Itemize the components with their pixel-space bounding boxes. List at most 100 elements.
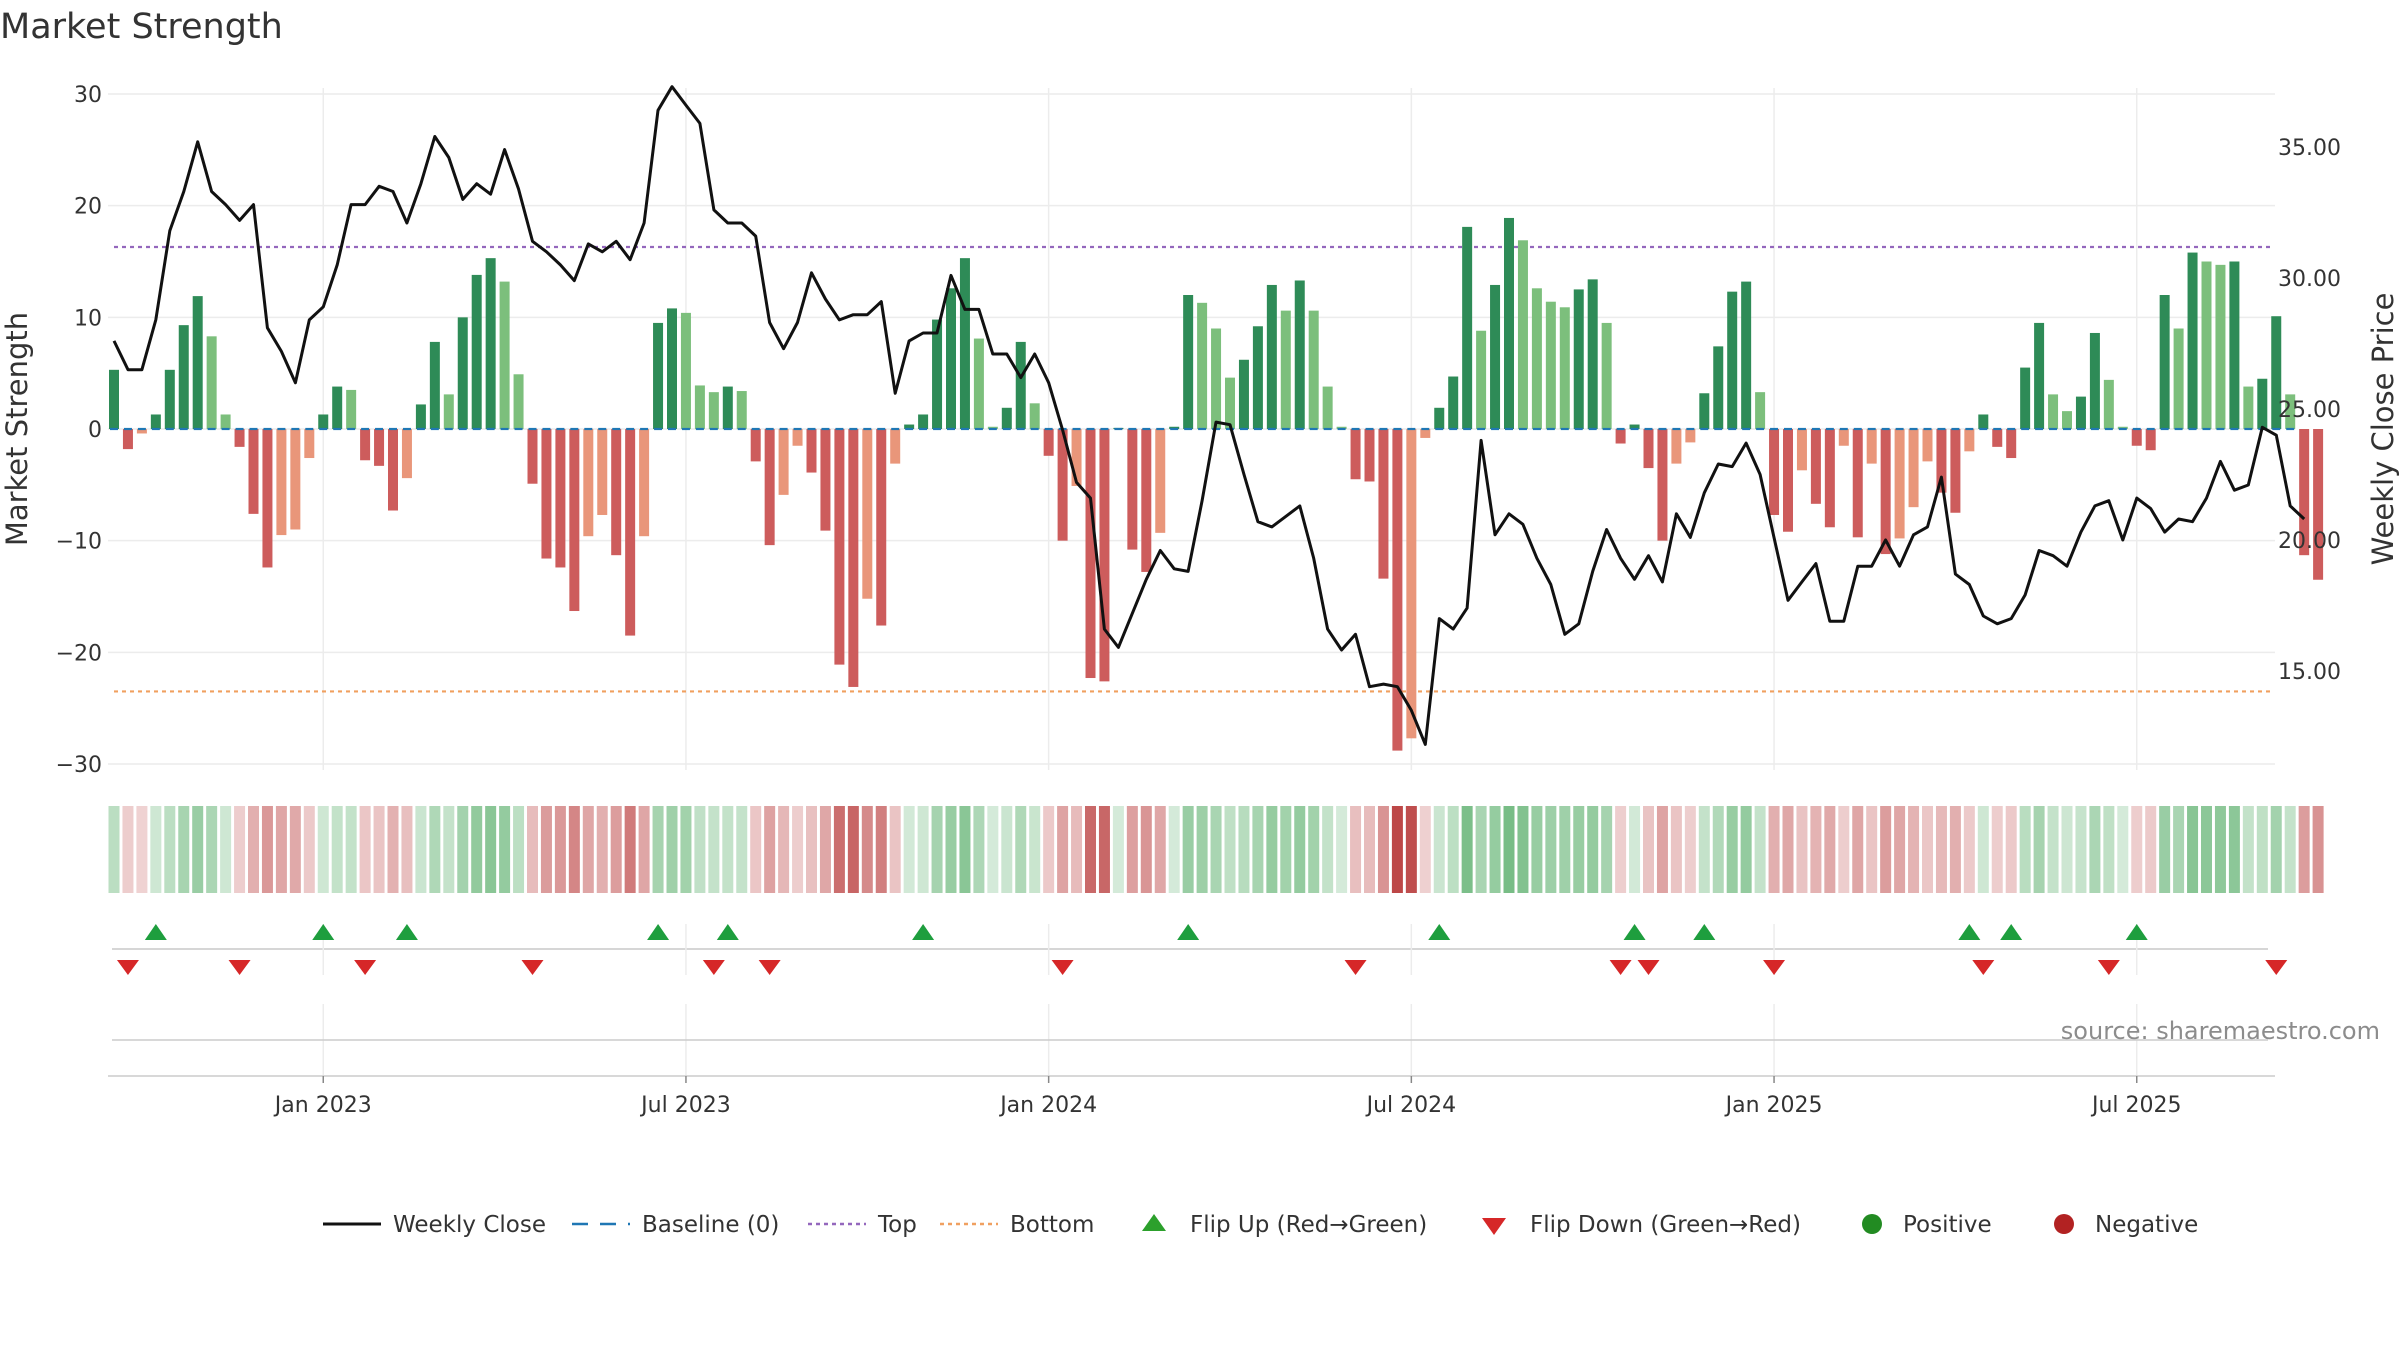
strength-bar bbox=[1434, 407, 1445, 429]
heat-cell bbox=[2242, 806, 2254, 893]
strength-bar bbox=[750, 429, 761, 462]
legend-label: Baseline (0) bbox=[642, 1212, 779, 1238]
price-line-layer bbox=[112, 85, 2306, 746]
heat-cell bbox=[2033, 806, 2045, 893]
heat-cell bbox=[973, 806, 985, 893]
flip-down-marker bbox=[1051, 960, 1074, 975]
strength-bar bbox=[304, 429, 315, 459]
heat-cell bbox=[708, 806, 720, 893]
strength-bar bbox=[2117, 426, 2128, 429]
strength-bar bbox=[848, 429, 859, 687]
heat-cell bbox=[2173, 806, 2185, 893]
heat-cell bbox=[387, 806, 399, 893]
heat-cell bbox=[499, 806, 511, 893]
strength-bar bbox=[959, 258, 970, 429]
heat-cell bbox=[1503, 806, 1515, 893]
heat-cell bbox=[513, 806, 525, 893]
heat-cell bbox=[527, 806, 538, 893]
heat-cell bbox=[1866, 806, 1878, 893]
strength-bar bbox=[1462, 226, 1473, 429]
heat-cell bbox=[345, 806, 357, 893]
heat-cell bbox=[1238, 806, 1250, 893]
strength-bar bbox=[597, 429, 608, 515]
strength-bar bbox=[1029, 403, 1040, 429]
strength-bar bbox=[1155, 429, 1166, 533]
strength-bar bbox=[1713, 346, 1724, 429]
weekly-close-line bbox=[112, 85, 2306, 746]
heat-cell bbox=[1740, 806, 1752, 893]
strength-bar bbox=[1197, 302, 1208, 429]
heat-cell bbox=[1043, 806, 1055, 893]
strength-bar bbox=[736, 391, 747, 429]
strength-bar bbox=[1978, 414, 1989, 429]
heat-cell bbox=[917, 806, 929, 893]
strength-bar bbox=[904, 424, 915, 429]
heat-cell bbox=[1252, 806, 1264, 893]
strength-bar bbox=[2034, 322, 2045, 429]
strength-bar bbox=[1071, 429, 1082, 486]
strength-bar bbox=[1796, 429, 1807, 471]
flip-up-marker bbox=[1623, 924, 1646, 940]
heat-cell bbox=[150, 806, 162, 893]
strength-bar bbox=[1629, 424, 1640, 429]
heat-cell bbox=[582, 806, 594, 893]
heat-cell bbox=[1098, 806, 1110, 893]
strength-bar bbox=[1545, 301, 1556, 429]
strength-bar bbox=[1727, 291, 1738, 429]
strength-bar bbox=[1336, 426, 1347, 429]
strength-bar bbox=[2313, 429, 2324, 580]
flip-down-marker bbox=[1763, 960, 1786, 975]
flip-down-marker bbox=[2097, 960, 2120, 975]
heat-cell bbox=[652, 806, 664, 893]
heat-cell bbox=[1838, 806, 1850, 893]
strength-bar bbox=[443, 394, 454, 429]
strength-bar bbox=[1001, 407, 1012, 429]
heat-cell bbox=[1015, 806, 1027, 893]
strength-bar bbox=[457, 317, 468, 429]
y-tick-label: −20 bbox=[56, 641, 102, 666]
heat-cell bbox=[1935, 806, 1947, 893]
heat-cell bbox=[1698, 806, 1710, 893]
flip-down-marker bbox=[1344, 960, 1367, 975]
y2-axis-label: Weekly Close Price bbox=[2366, 293, 2400, 566]
heat-cell bbox=[2159, 806, 2171, 893]
heat-cell bbox=[1182, 806, 1194, 893]
strength-bar bbox=[708, 392, 719, 429]
heat-cell bbox=[1140, 806, 1152, 893]
flip-down-marker bbox=[521, 960, 544, 975]
strength-bar bbox=[1517, 240, 1528, 429]
strength-bar bbox=[415, 404, 426, 429]
heat-cell bbox=[903, 806, 915, 893]
strength-bar bbox=[694, 385, 705, 429]
strength-bar bbox=[318, 414, 329, 429]
heat-cell bbox=[638, 806, 650, 893]
heat-cell bbox=[220, 806, 232, 893]
strength-bar bbox=[1866, 429, 1877, 464]
strength-bar bbox=[1280, 310, 1291, 429]
heat-cell bbox=[1656, 806, 1668, 893]
strength-bar bbox=[1266, 284, 1277, 429]
heat-cell bbox=[2312, 806, 2324, 893]
strength-bar bbox=[890, 429, 901, 464]
strength-bar bbox=[122, 429, 133, 450]
heat-cell bbox=[2103, 806, 2115, 893]
heat-cell bbox=[2089, 806, 2101, 893]
y-tick-label: −30 bbox=[56, 753, 102, 778]
strength-bar bbox=[2006, 429, 2017, 459]
heat-cell bbox=[750, 806, 762, 893]
strength-bar bbox=[1852, 429, 1863, 538]
heat-cell bbox=[1977, 806, 1989, 893]
strength-bar bbox=[722, 386, 733, 429]
heat-cell bbox=[1629, 806, 1641, 893]
heat-cell bbox=[1517, 806, 1529, 893]
strength-bar bbox=[1615, 429, 1626, 444]
heat-cell bbox=[373, 806, 385, 893]
heat-cell bbox=[1210, 806, 1222, 893]
heat-cell bbox=[1391, 806, 1403, 893]
heat-cell bbox=[206, 806, 218, 893]
heat-cell bbox=[1168, 806, 1180, 893]
heat-cell bbox=[401, 806, 413, 893]
heat-cell bbox=[1447, 806, 1459, 893]
flip-down-marker bbox=[1609, 960, 1632, 975]
strength-bar bbox=[583, 429, 594, 537]
